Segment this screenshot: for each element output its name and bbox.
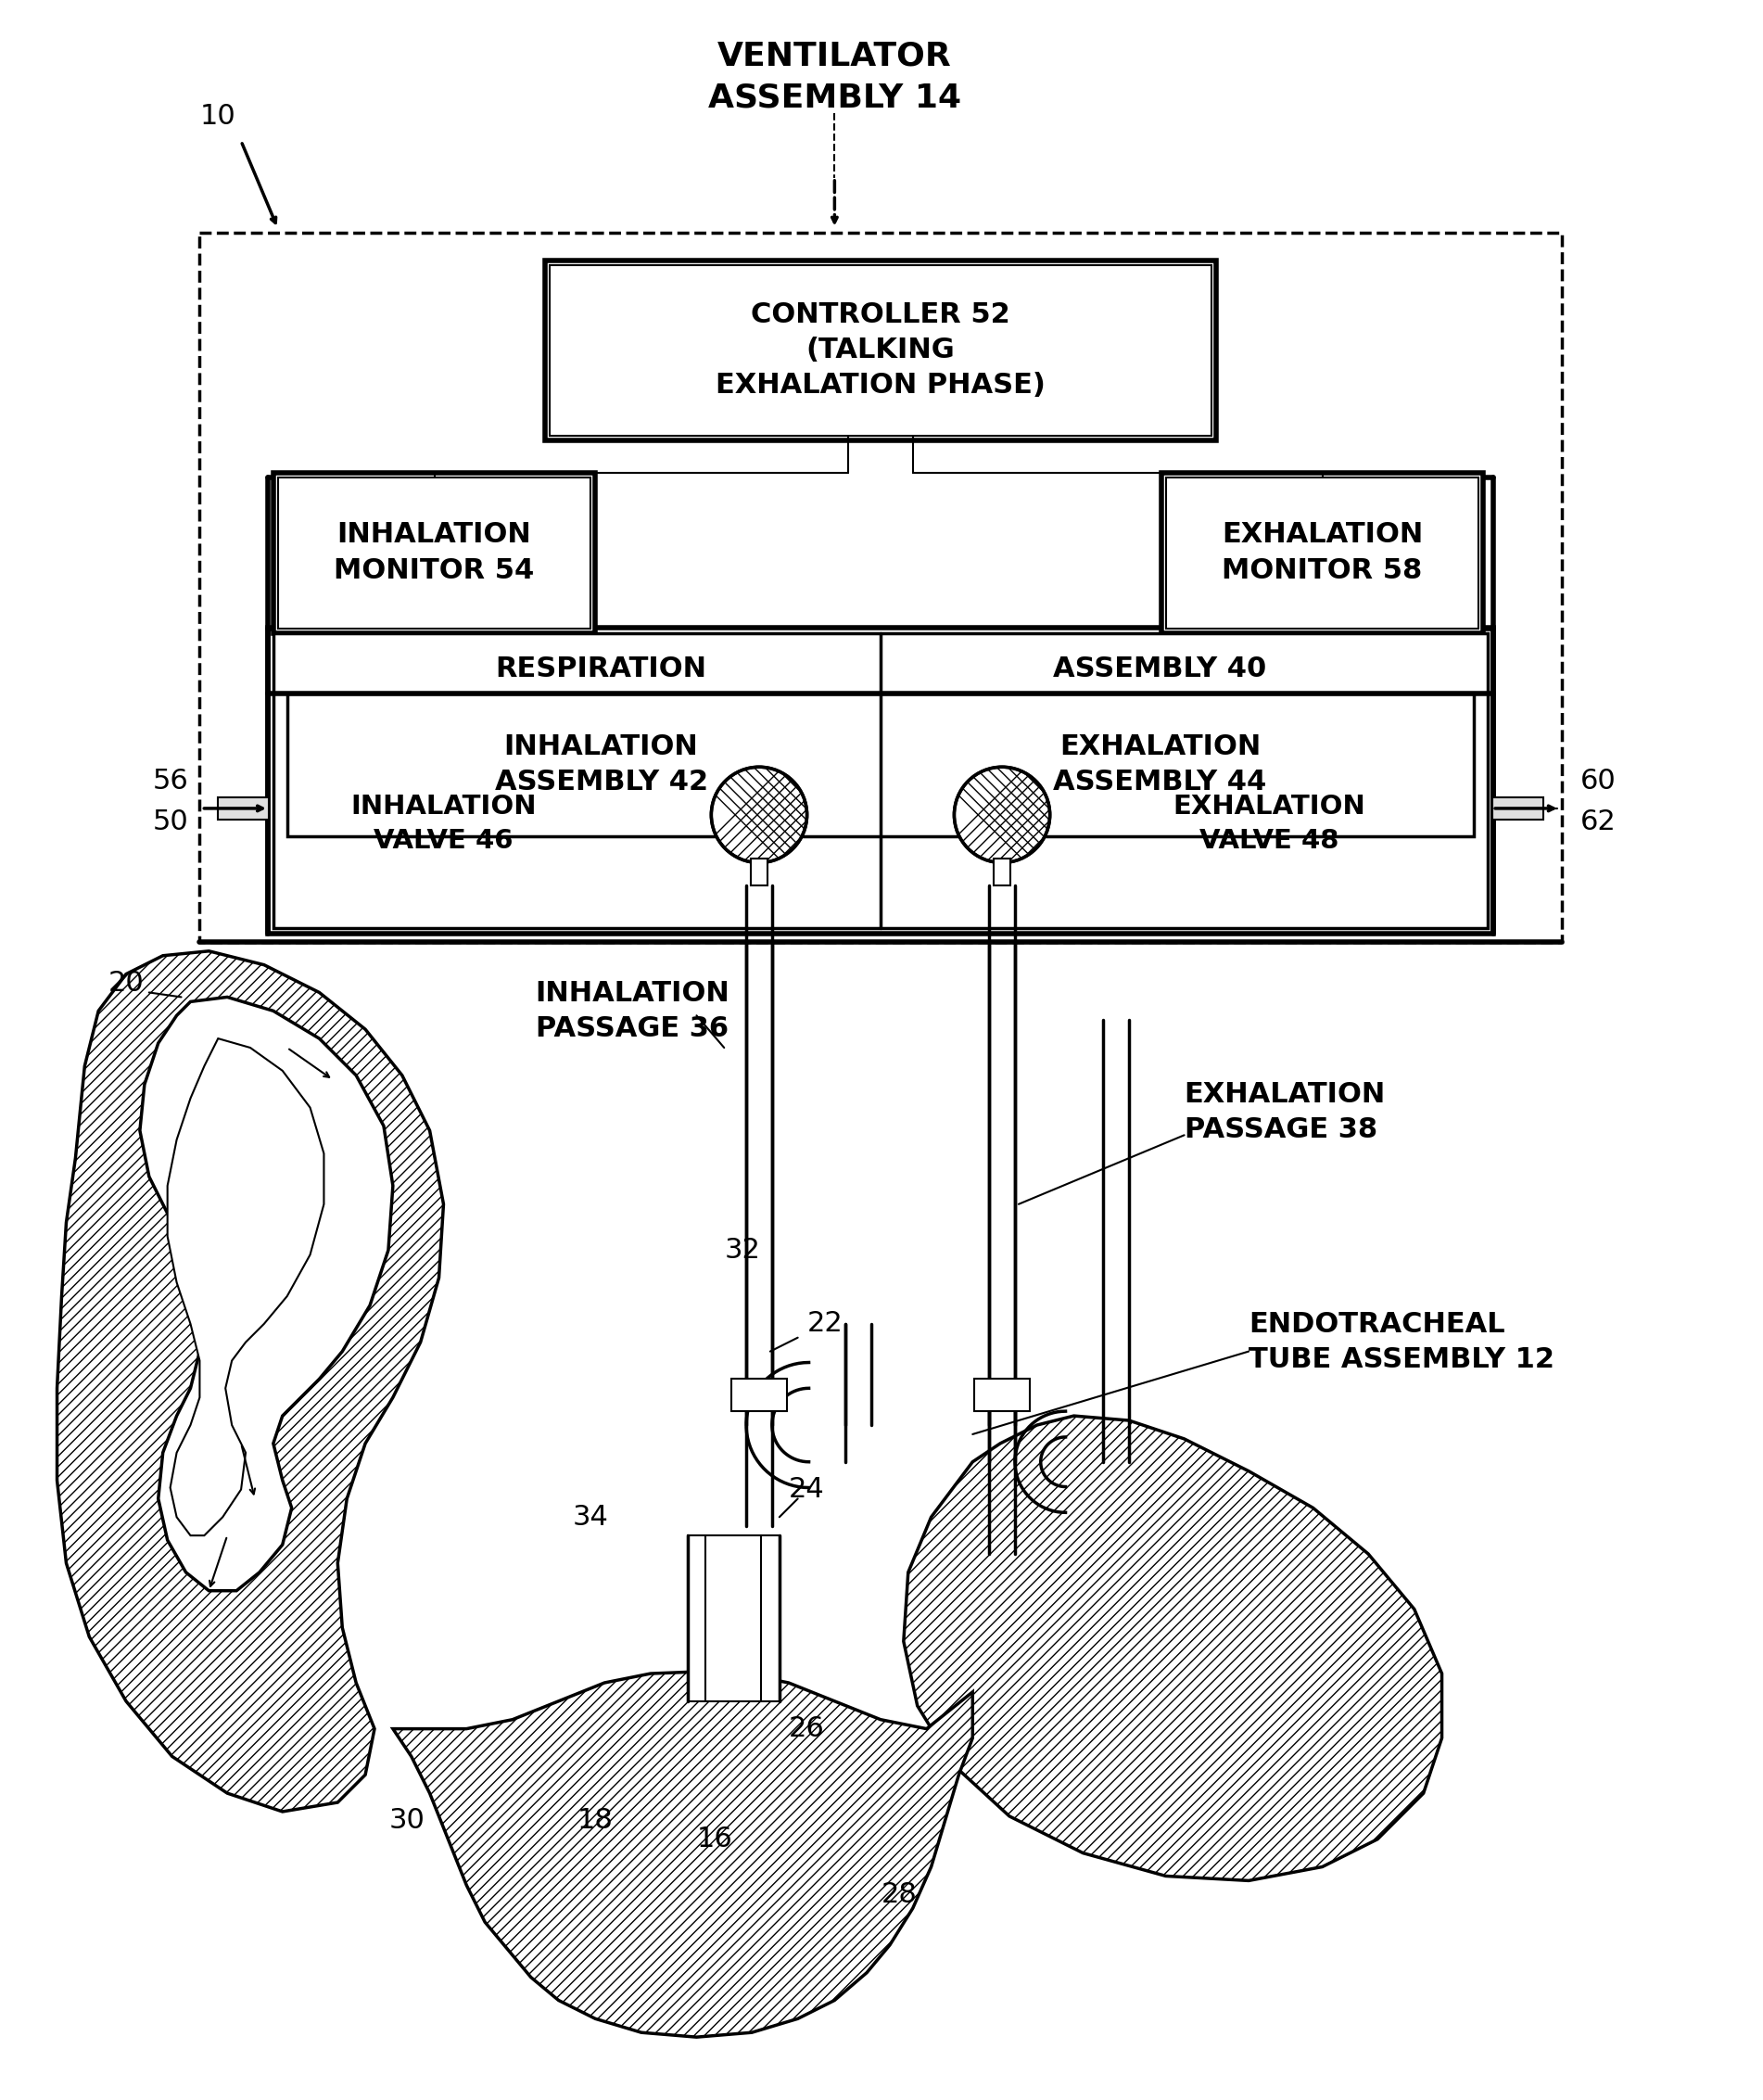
Circle shape [710, 766, 807, 863]
Text: INHALATION
MONITOR 54: INHALATION MONITOR 54 [333, 521, 534, 584]
Text: 32: 32 [725, 1237, 760, 1264]
Text: 22: 22 [807, 1310, 843, 1338]
Bar [545, 260, 1216, 441]
Text: ENDOTRACHEAL
TUBE ASSEMBLY 12: ENDOTRACHEAL TUBE ASSEMBLY 12 [1248, 1310, 1555, 1373]
Text: EXHALATION
VALVE 48: EXHALATION VALVE 48 [1172, 794, 1366, 855]
Polygon shape [393, 1672, 973, 2037]
Text: 26: 26 [790, 1716, 825, 1743]
Text: 10: 10 [201, 103, 236, 130]
Text: 24: 24 [790, 1476, 825, 1504]
Text: ASSEMBLY 40: ASSEMBLY 40 [1053, 655, 1266, 682]
Text: 62: 62 [1580, 808, 1617, 836]
Bar [1165, 477, 1479, 628]
Text: 34: 34 [573, 1504, 608, 1531]
Text: 20: 20 [108, 970, 145, 998]
Text: EXHALATION
PASSAGE 38: EXHALATION PASSAGE 38 [1185, 1082, 1386, 1142]
Bar [994, 859, 1010, 886]
Circle shape [954, 766, 1051, 863]
Text: 18: 18 [577, 1808, 614, 1833]
Bar [975, 1380, 1030, 1411]
Bar [1493, 798, 1543, 819]
Bar [688, 1535, 779, 1701]
Text: 30: 30 [388, 1808, 425, 1833]
Bar [199, 233, 1562, 943]
Text: 16: 16 [696, 1825, 733, 1852]
Bar [550, 265, 1211, 435]
Bar [273, 634, 1488, 928]
Polygon shape [904, 1415, 1442, 1882]
Text: 60: 60 [1580, 766, 1617, 794]
Bar [732, 1380, 786, 1411]
Text: EXHALATION
ASSEMBLY 44: EXHALATION ASSEMBLY 44 [1053, 733, 1266, 796]
Bar [287, 693, 1474, 836]
Polygon shape [167, 1040, 324, 1535]
Text: 28: 28 [882, 1882, 917, 1909]
Bar [751, 859, 767, 886]
Text: EXHALATION
MONITOR 58: EXHALATION MONITOR 58 [1222, 521, 1423, 584]
Polygon shape [139, 998, 393, 1590]
Text: INHALATION
VALVE 46: INHALATION VALVE 46 [351, 794, 536, 855]
Bar [1162, 472, 1483, 634]
Bar [273, 472, 596, 634]
Text: VENTILATOR
ASSEMBLY 14: VENTILATOR ASSEMBLY 14 [709, 40, 961, 113]
Bar [219, 798, 268, 819]
Text: CONTROLLER 52
(TALKING
EXHALATION PHASE): CONTROLLER 52 (TALKING EXHALATION PHASE) [716, 300, 1045, 399]
Text: 50: 50 [153, 808, 189, 836]
Text: RESPIRATION: RESPIRATION [495, 655, 707, 682]
Bar [279, 477, 591, 628]
Text: 56: 56 [153, 766, 189, 794]
Polygon shape [56, 951, 444, 1812]
Text: INHALATION
PASSAGE 36: INHALATION PASSAGE 36 [534, 981, 730, 1042]
Text: INHALATION
ASSEMBLY 42: INHALATION ASSEMBLY 42 [495, 733, 709, 796]
Bar [268, 628, 1493, 934]
